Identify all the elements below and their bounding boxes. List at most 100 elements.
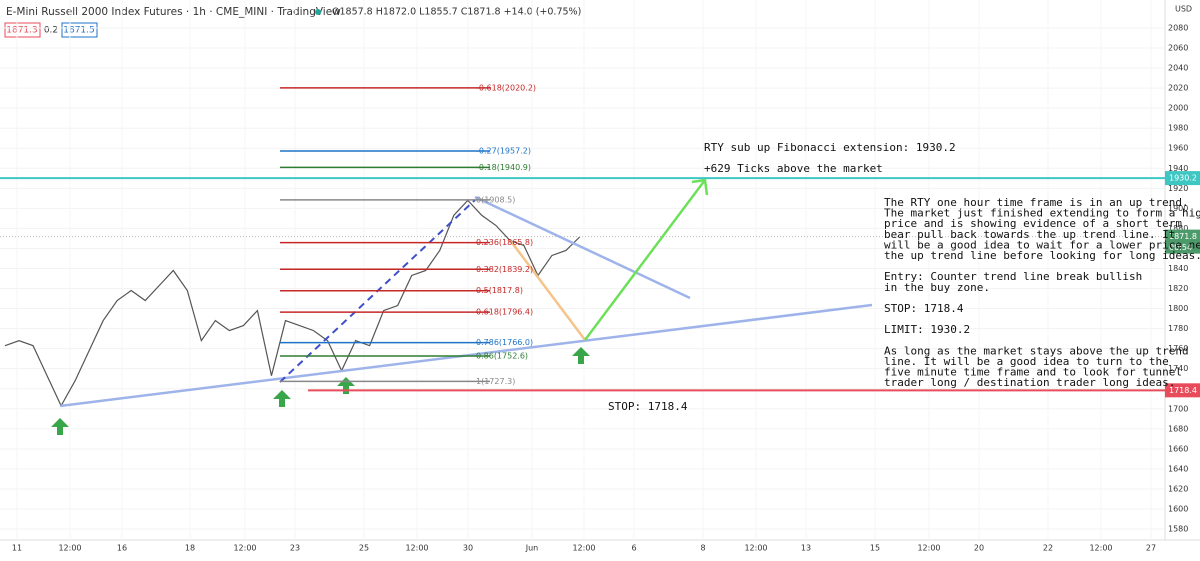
time-tick-label: 16 <box>117 544 127 553</box>
note-line: STOP: 1718.4 <box>884 302 964 315</box>
time-tick-label: 15 <box>870 544 880 553</box>
price-marker-label: 1930.2 <box>1169 174 1197 183</box>
fib-label: 0.5(1817.8) <box>476 286 523 295</box>
time-tick-label: 30 <box>463 544 473 553</box>
price-tick-label: 1760 <box>1168 344 1188 353</box>
fib-label: 1(1727.3) <box>476 377 515 386</box>
price-tick-label: 1620 <box>1168 484 1188 493</box>
price-tick-label: 2040 <box>1168 64 1188 73</box>
fib-label: -0.18(1940.9) <box>476 163 531 172</box>
status-dot <box>315 9 321 15</box>
time-tick-label: 22 <box>1043 544 1053 553</box>
projection-arrowhead <box>691 178 709 196</box>
time-tick-label: Jun <box>525 544 539 553</box>
fib-label: 0.786(1766.0) <box>476 338 533 347</box>
price-tick-label: 2080 <box>1168 24 1188 33</box>
price-tick-label: 1660 <box>1168 444 1188 453</box>
price-tick-label: 1940 <box>1168 164 1188 173</box>
price-tick-label: 1980 <box>1168 124 1188 133</box>
note-line: the up trend line before looking for lon… <box>884 249 1200 262</box>
price-tick-label: 1960 <box>1168 144 1188 153</box>
fib-label: 0.382(1839.2) <box>476 265 533 274</box>
note-line: in the buy zone. <box>884 281 990 294</box>
price-tick-label: 1880 <box>1168 224 1188 233</box>
up-arrow <box>572 347 590 364</box>
up-arrow <box>337 377 355 394</box>
price-tick-label: 1840 <box>1168 264 1188 273</box>
note-line: price and is showing evidence of a short… <box>884 217 1182 230</box>
time-tick-label: 12:00 <box>744 544 767 553</box>
projection-arrow <box>584 179 706 341</box>
fib-label: 0.618(1796.4) <box>476 308 533 317</box>
price-tick-label: 1680 <box>1168 424 1188 433</box>
countdown: 00:54 <box>1169 243 1192 252</box>
symbol-title: E-Mini Russell 2000 Index Futures · 1h ·… <box>6 6 341 18</box>
time-tick-label: 23 <box>290 544 300 553</box>
price-tick-label: 1920 <box>1168 184 1188 193</box>
price-tick-label: 1820 <box>1168 284 1188 293</box>
time-tick-label: 18 <box>185 544 195 553</box>
note-line: line. It will be a good idea to turn to … <box>884 355 1169 368</box>
price-marker <box>1165 171 1200 186</box>
time-tick-label: 20 <box>974 544 984 553</box>
time-tick-label: 13 <box>801 544 811 553</box>
note-line: bear pull back towards the up trend line… <box>884 228 1175 241</box>
price-tick-label: 1900 <box>1168 204 1188 213</box>
note-line: will be a good idea to wait for a lower … <box>884 238 1200 251</box>
time-tick-label: 11 <box>12 544 22 553</box>
note-line: Entry: Counter trend line break bullish <box>884 270 1142 283</box>
note-line: The RTY one hour time frame is in an up … <box>884 196 1189 209</box>
time-tick-label: 12:00 <box>1089 544 1112 553</box>
up-arrow <box>273 390 291 407</box>
spread: 0.2 <box>44 26 58 36</box>
price-line <box>4 199 581 408</box>
time-tick-label: 12:00 <box>572 544 595 553</box>
fib-label: 0(1908.5) <box>476 195 515 204</box>
price-tick-label: 2000 <box>1168 104 1188 113</box>
ask-box <box>61 22 98 38</box>
time-tick-label: 8 <box>700 544 705 553</box>
price-tick-label: 1580 <box>1168 525 1188 534</box>
fib-label: -0.618(2020.2) <box>476 83 536 92</box>
price-marker <box>1165 229 1200 254</box>
note-line: LIMIT: 1930.2 <box>884 323 970 336</box>
note-line: As long as the market stays above the up… <box>884 344 1189 357</box>
ohlc: O1857.8 H1872.0 L1855.7 C1871.8 +14.0 (+… <box>332 7 581 18</box>
price-tick-label: 1740 <box>1168 364 1188 373</box>
time-tick-label: 6 <box>631 544 636 553</box>
ask: 1871.5 <box>63 26 95 36</box>
time-tick-label: 12:00 <box>233 544 256 553</box>
currency: USD <box>1175 5 1192 14</box>
time-tick-label: 25 <box>359 544 369 553</box>
price-marker <box>1165 383 1200 398</box>
bid-box <box>4 22 41 38</box>
up-arrow <box>51 418 69 435</box>
time-tick-label: 12:00 <box>405 544 428 553</box>
pullback-arrow <box>509 239 586 341</box>
fib-label: 0.236(1865.8) <box>476 238 533 247</box>
price-tick-label: 2060 <box>1168 44 1188 53</box>
price-marker-label: 1718.4 <box>1169 386 1197 395</box>
bid: 1871.3 <box>6 26 38 36</box>
target-note: RTY sub up Fibonacci extension: 1930.2 <box>704 141 956 154</box>
price-tick-label: 1780 <box>1168 324 1188 333</box>
time-tick-label: 12:00 <box>917 544 940 553</box>
down-trend-line <box>474 195 691 300</box>
price-tick-label: 1700 <box>1168 404 1188 413</box>
buy-arrows <box>51 347 590 435</box>
note-line: five minute time frame and to look for t… <box>884 366 1182 379</box>
price-tick-label: 1640 <box>1168 464 1188 473</box>
fib-label: 0.86(1752.6) <box>476 352 528 361</box>
time-tick-label: 27 <box>1146 544 1156 553</box>
ticks-note: +629 Ticks above the market <box>704 162 883 175</box>
price-tick-label: 1600 <box>1168 504 1188 513</box>
price-marker-label: 1871.8 <box>1169 232 1197 241</box>
fib-label: -0.27(1957.2) <box>476 147 531 156</box>
stop-note: STOP: 1718.4 <box>608 400 688 413</box>
price-tick-label: 1800 <box>1168 304 1188 313</box>
price-tick-label: 2020 <box>1168 84 1188 93</box>
time-tick-label: 12:00 <box>58 544 81 553</box>
note-line: trader long / destination trader long id… <box>884 376 1175 389</box>
